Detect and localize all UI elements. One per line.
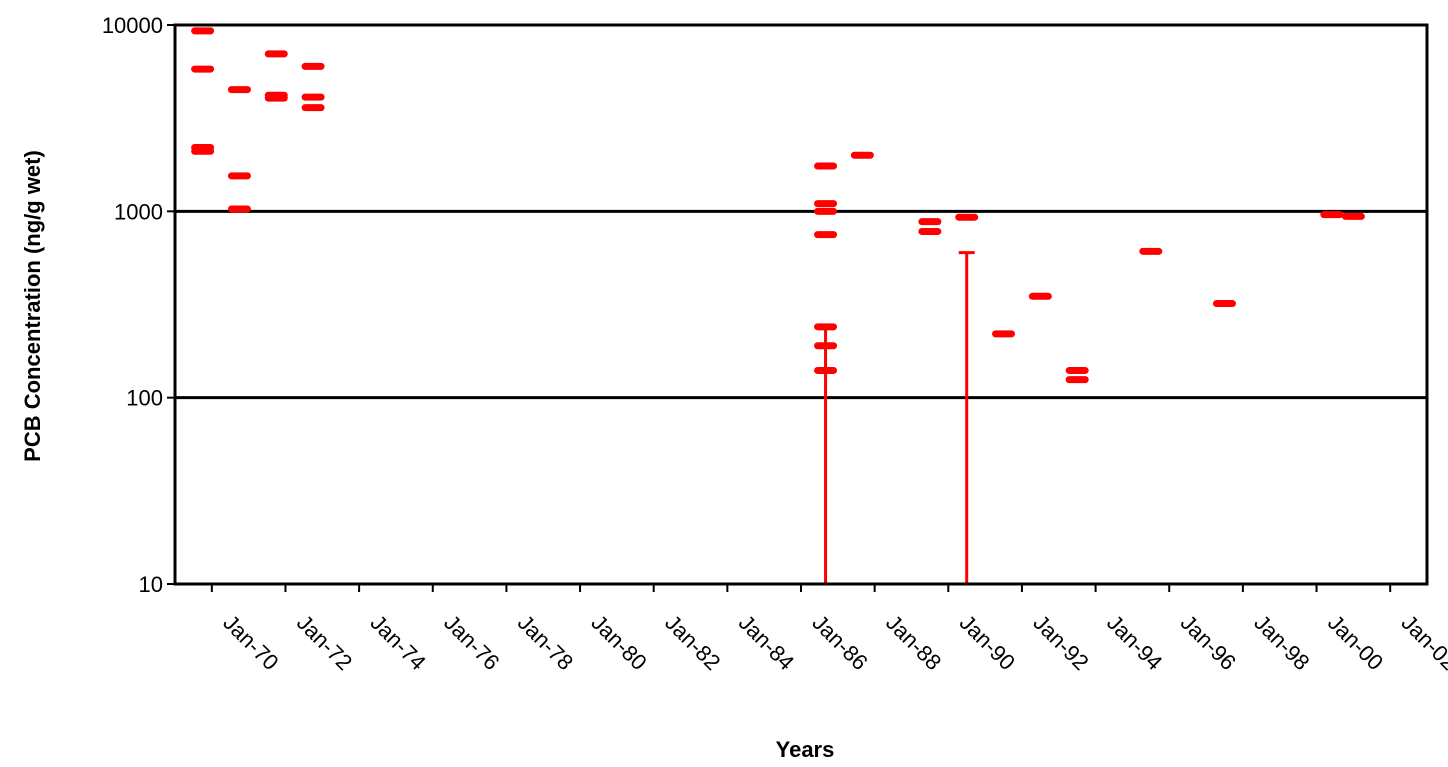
- x-tick-label: Jan-88: [881, 610, 946, 675]
- error-bars: [817, 251, 975, 584]
- x-tick-label: Jan-70: [218, 610, 283, 675]
- x-tick-label: Jan-74: [366, 610, 431, 675]
- y-axis-title: PCB Concentration (ng/g wet): [20, 150, 45, 462]
- y-tick-label: 10: [139, 572, 163, 597]
- x-tick-label: Jan-00: [1323, 610, 1388, 675]
- x-tick-label: Jan-02: [1397, 610, 1448, 675]
- x-axis-ticks: Jan-70 Jan-72 Jan-74 Jan-76 Jan-78 Jan-80 Jan-…: [210, 584, 1448, 675]
- gridlines: [175, 209, 1427, 400]
- x-tick-label: Jan-86: [807, 610, 872, 675]
- x-tick-label: Jan-72: [292, 610, 357, 675]
- x-tick-label: Jan-82: [660, 610, 725, 675]
- x-tick-label: Jan-96: [1176, 610, 1241, 675]
- x-tick-label: Jan-76: [439, 610, 504, 675]
- x-tick-label: Jan-80: [587, 610, 652, 675]
- y-tick-label: 1000: [114, 199, 163, 224]
- data-points: [191, 27, 1365, 384]
- x-tick-label: Jan-92: [1028, 610, 1093, 675]
- x-tick-label: Jan-90: [955, 610, 1020, 675]
- y-axis-ticks: 10 100 1000 10000: [102, 13, 175, 597]
- plot-area-frame: [173, 23, 1429, 586]
- x-tick-label: Jan-94: [1102, 610, 1167, 675]
- x-axis-title: Years: [776, 737, 835, 762]
- y-tick-label: 100: [126, 386, 163, 411]
- x-tick-label: Jan-78: [513, 610, 578, 675]
- y-tick-label: 10000: [102, 13, 163, 38]
- x-tick-label: Jan-84: [734, 610, 799, 675]
- x-tick-label: Jan-98: [1249, 610, 1314, 675]
